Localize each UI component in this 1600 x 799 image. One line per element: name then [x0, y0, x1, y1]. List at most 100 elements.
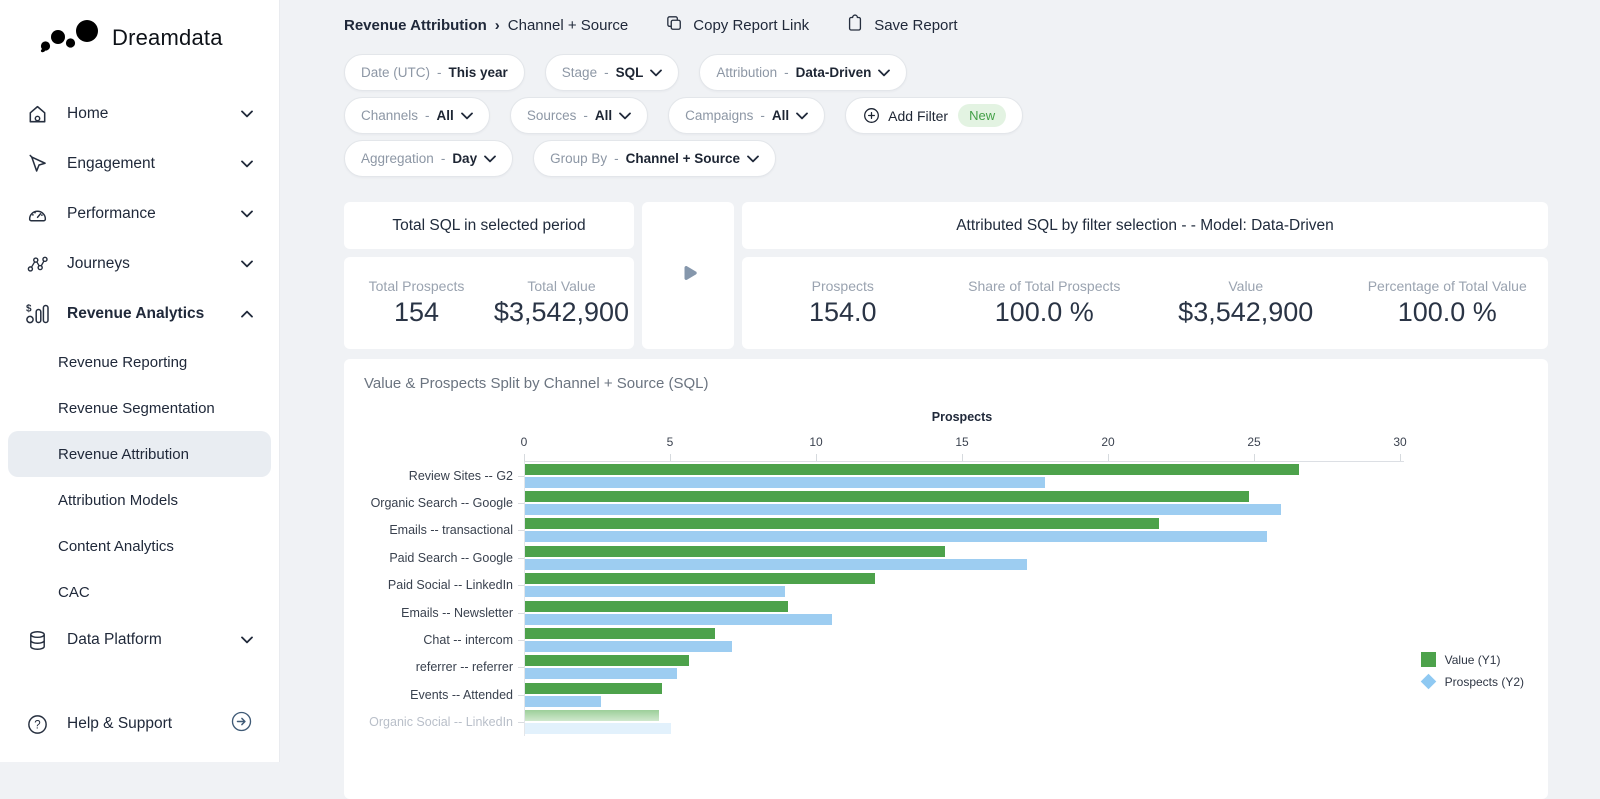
prospects-bar[interactable] — [525, 696, 601, 707]
filter-chip-separator: - — [583, 108, 588, 123]
sidebar-nav-bottom: Data Platform — [0, 615, 279, 665]
copy-report-link-button[interactable]: Copy Report Link — [664, 13, 809, 37]
filter-chip-aggregation[interactable]: Aggregation-Day — [344, 140, 513, 177]
axis-tick-label: 30 — [1393, 435, 1406, 449]
journeys-icon — [26, 252, 52, 276]
value-bar[interactable] — [525, 683, 662, 694]
filter-chip-sources[interactable]: Sources-All — [510, 97, 648, 134]
prospects-bar[interactable] — [525, 477, 1045, 488]
filter-chip-label: Group By — [550, 151, 607, 166]
value-bar[interactable] — [525, 710, 659, 721]
breadcrumb-parent[interactable]: Revenue Attribution — [344, 17, 487, 34]
sidebar-item-journeys[interactable]: Journeys — [0, 239, 279, 289]
value-bar[interactable] — [525, 546, 945, 557]
filter-chip-attribution[interactable]: Attribution-Data-Driven — [699, 54, 907, 91]
gauge-icon — [26, 202, 52, 226]
filter-chip-separator: - — [437, 65, 442, 80]
sidebar-subitem-revenue-reporting[interactable]: Revenue Reporting — [8, 339, 271, 385]
filter-chip-label: Sources — [527, 108, 577, 123]
chart-top-axis: Prospects 051015202530 — [364, 410, 1528, 462]
add-filter-label: Add Filter — [888, 108, 948, 124]
value-bar[interactable] — [525, 518, 1159, 529]
filter-chip-add-filter[interactable]: Add Filter New — [845, 97, 1023, 134]
chart-category-label: Emails -- Newsletter — [364, 606, 524, 620]
sidebar-item-home[interactable]: Home — [0, 89, 279, 139]
axis-tick-label: 25 — [1247, 435, 1260, 449]
filter-chip-separator: - — [425, 108, 430, 123]
prospects-bar[interactable] — [525, 614, 832, 625]
topbar: Revenue Attribution › Channel + Source C… — [344, 0, 1548, 50]
prospects-bar[interactable] — [525, 668, 677, 679]
legend-item-value[interactable]: Value (Y1) — [1421, 652, 1524, 667]
chart-row: Events -- Attended — [364, 681, 1528, 708]
chevron-down-icon — [241, 260, 253, 268]
stat-prospects: Prospects154.0 — [742, 278, 944, 328]
filter-chip-value: Day — [452, 151, 477, 166]
stat-label: Total Prospects — [344, 278, 489, 294]
stat-value: Value$3,542,900 — [1145, 278, 1347, 328]
sidebar-subitem-cac[interactable]: CAC — [8, 569, 271, 615]
value-bar[interactable] — [525, 491, 1249, 502]
filter-chip-label: Stage — [562, 65, 597, 80]
prospects-bar[interactable] — [525, 559, 1027, 570]
chart-row: Organic Search -- Google — [364, 489, 1528, 516]
brand-logo: Dreamdata — [0, 0, 279, 59]
chart-row-bars — [524, 462, 1528, 489]
chevron-down-icon — [241, 110, 253, 118]
chevron-down-icon — [747, 155, 759, 163]
sidebar-item-data-platform[interactable]: Data Platform — [0, 615, 279, 665]
filter-chip-stage[interactable]: Stage-SQL — [545, 54, 680, 91]
filter-row: Date (UTC)-This year Stage-SQL Attribution… — [344, 54, 1548, 91]
sidebar-item-engagement[interactable]: Engagement — [0, 139, 279, 189]
sidebar-item-help-support[interactable]: ? Help & Support — [0, 700, 279, 748]
value-bar[interactable] — [525, 464, 1299, 475]
filter-bar: Date (UTC)-This year Stage-SQL Attribution… — [344, 54, 1548, 177]
chevron-down-icon — [796, 112, 808, 120]
prospects-bar[interactable] — [525, 504, 1281, 515]
prospects-bar[interactable] — [525, 586, 785, 597]
arrow-right-circle-icon[interactable] — [230, 710, 253, 738]
sidebar-subitem-revenue-attribution[interactable]: Revenue Attribution — [8, 431, 271, 477]
sidebar-subitem-attribution-models[interactable]: Attribution Models — [8, 477, 271, 523]
new-badge: New — [958, 104, 1006, 127]
filter-chip-date-utc-[interactable]: Date (UTC)-This year — [344, 54, 525, 91]
save-report-button[interactable]: Save Report — [845, 13, 957, 37]
kpi-cards-row: Total SQL in selected period Total Prosp… — [344, 202, 1548, 349]
chart-legend: Value (Y1) Prospects (Y2) — [1421, 652, 1524, 696]
value-bar[interactable] — [525, 655, 689, 666]
sidebar-item-label: Revenue Analytics — [67, 305, 241, 323]
chart-row: referrer -- referrer — [364, 654, 1528, 681]
breadcrumb-separator: › — [495, 17, 500, 34]
sidebar-subitem-content-analytics[interactable]: Content Analytics — [8, 523, 271, 569]
axis-tick-label: 15 — [955, 435, 968, 449]
filter-chip-group-by[interactable]: Group By-Channel + Source — [533, 140, 776, 177]
filter-chip-channels[interactable]: Channels-All — [344, 97, 490, 134]
value-bar[interactable] — [525, 628, 715, 639]
arrow-card — [642, 202, 734, 349]
value-bar[interactable] — [525, 573, 875, 584]
sidebar-subitem-revenue-segmentation[interactable]: Revenue Segmentation — [8, 385, 271, 431]
filter-chip-campaigns[interactable]: Campaigns-All — [668, 97, 825, 134]
chart-row-bars — [524, 599, 1528, 626]
value-series-square-icon — [1421, 652, 1436, 667]
sidebar-item-performance[interactable]: Performance — [0, 189, 279, 239]
sidebar-item-revenue-analytics[interactable]: $Revenue Analytics — [0, 289, 279, 339]
total-sql-card-title: Total SQL in selected period — [344, 202, 634, 249]
prospects-bar[interactable] — [525, 531, 1267, 542]
chart-row-bars — [524, 654, 1528, 681]
legend-item-prospects[interactable]: Prospects (Y2) — [1421, 674, 1524, 689]
database-icon — [26, 628, 52, 652]
legend-value-label: Value (Y1) — [1445, 653, 1501, 667]
chart-area: Prospects 051015202530 Review Sites -- G… — [364, 410, 1528, 736]
axis-tick-mark — [1108, 454, 1109, 461]
prospects-bar[interactable] — [525, 641, 732, 652]
prospects-bar[interactable] — [525, 723, 671, 734]
chart-row: Paid Search -- Google — [364, 544, 1528, 571]
filter-chip-separator: - — [614, 151, 619, 166]
main-content: Revenue Attribution › Channel + Source C… — [280, 0, 1600, 762]
chart-row-bars — [524, 517, 1528, 544]
value-bar[interactable] — [525, 601, 788, 612]
chevron-up-icon — [241, 310, 253, 318]
stat-total-prospects: Total Prospects154 — [344, 278, 489, 328]
stat-total-value: Total Value$3,542,900 — [489, 278, 634, 328]
